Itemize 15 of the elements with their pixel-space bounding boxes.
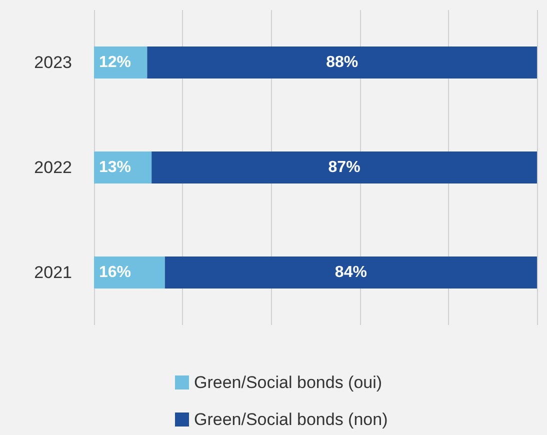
y-tick-label: 2022: [34, 158, 72, 177]
bar: [147, 46, 537, 78]
data-label: 84%: [334, 264, 367, 281]
data-label: 16%: [99, 264, 132, 281]
bar: [94, 256, 165, 288]
data-label: 87%: [328, 159, 360, 176]
data-label: 88%: [326, 54, 358, 71]
y-tick-label: 2023: [34, 53, 72, 72]
y-tick-label: 2021: [34, 263, 72, 282]
bar: [152, 152, 537, 184]
bar: [164, 256, 537, 288]
data-label: 12%: [99, 54, 132, 71]
legend-label: Green/Social bonds (non): [194, 410, 388, 429]
legend-label: Green/Social bonds (oui): [194, 373, 382, 392]
data-label: 13%: [99, 159, 132, 176]
